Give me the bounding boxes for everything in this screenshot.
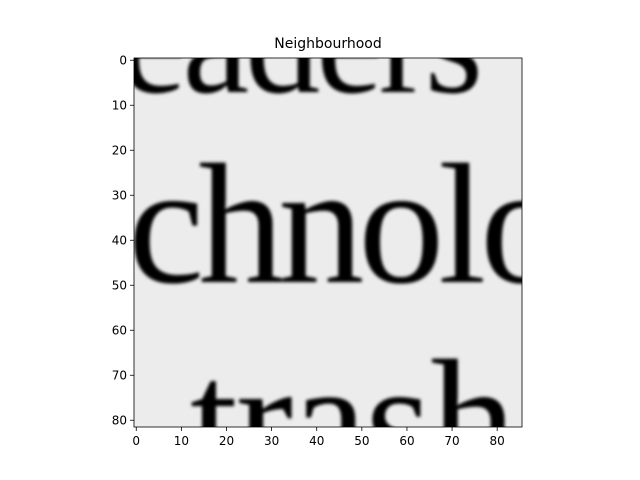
y-tick-label: 30 bbox=[112, 188, 127, 202]
image-glyphs: eaders bbox=[120, 0, 479, 125]
x-tick-label: 60 bbox=[399, 434, 414, 448]
chart-title: Neighbourhood bbox=[274, 36, 381, 52]
x-tick-label: 20 bbox=[219, 434, 234, 448]
y-tick-label: 20 bbox=[112, 143, 127, 157]
x-tick-label: 40 bbox=[309, 434, 324, 448]
x-tick-label: 30 bbox=[264, 434, 279, 448]
image-background bbox=[134, 58, 522, 427]
image-content: eaders chnolo trash bbox=[120, 0, 560, 480]
y-tick-label: 70 bbox=[112, 368, 127, 382]
x-tick-label: 10 bbox=[174, 434, 189, 448]
image-glyphs: chnolo bbox=[128, 130, 560, 320]
y-tick-label: 80 bbox=[112, 413, 127, 427]
x-tick-label: 80 bbox=[490, 434, 505, 448]
y-tick-label: 60 bbox=[112, 323, 127, 337]
x-tick-label: 70 bbox=[444, 434, 459, 448]
x-tick-label: 50 bbox=[354, 434, 369, 448]
axes-frame bbox=[133, 57, 523, 428]
y-tick-label: 50 bbox=[112, 278, 127, 292]
y-tick-label: 10 bbox=[112, 98, 127, 112]
image: eaders chnolo trash bbox=[120, 0, 560, 480]
image-glyphs: trash bbox=[190, 326, 514, 480]
x-tick-label: 0 bbox=[132, 434, 140, 448]
y-tick-label: 0 bbox=[119, 53, 127, 67]
y-tick-label: 40 bbox=[112, 233, 127, 247]
